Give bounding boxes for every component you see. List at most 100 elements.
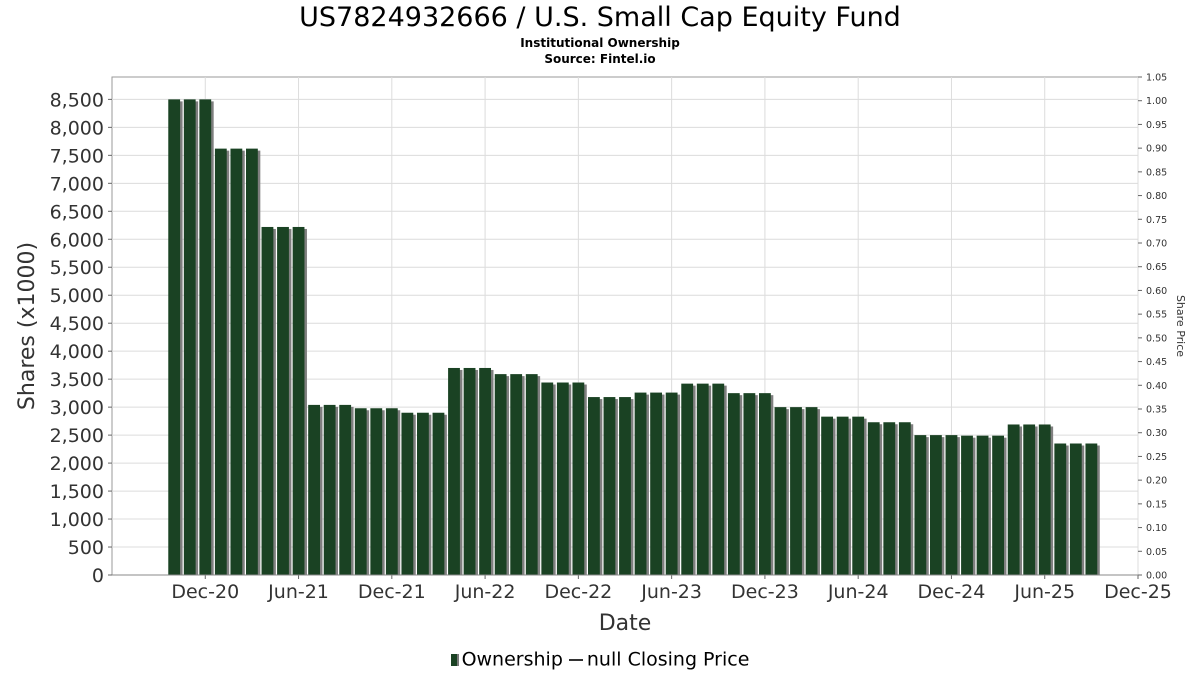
ownership-bar [945, 435, 958, 575]
x-tick-label: Jun-24 [827, 581, 889, 603]
x-tick-label: Jun-22 [454, 581, 516, 603]
y-tick-label: 8,000 [50, 117, 104, 139]
ownership-bar [339, 404, 352, 575]
ownership-bar [821, 416, 833, 575]
x-tick-label: Dec-20 [171, 581, 239, 603]
ownership-bar [246, 148, 258, 575]
ownership-bar [1023, 424, 1036, 575]
ownership-bar [696, 383, 709, 575]
y2-tick-label: 0.75 [1146, 215, 1167, 226]
ownership-bar [277, 226, 289, 576]
ownership-bar [759, 393, 771, 575]
ownership-bar [479, 367, 491, 575]
ownership-bar [199, 99, 212, 575]
x-tick-label: Dec-23 [731, 581, 799, 603]
x-axis-title: Date [599, 611, 652, 636]
ownership-bar [261, 226, 274, 576]
ownership-bar [370, 408, 383, 575]
ownership-bar [214, 148, 227, 575]
chart-subtitle: Institutional Ownership [520, 36, 680, 50]
ownership-bar [588, 397, 600, 575]
y-tick-label: 7,000 [50, 173, 104, 195]
ownership-bar [401, 412, 414, 575]
y2-tick-label: 0.00 [1146, 571, 1167, 582]
y2-tick-label: 0.35 [1146, 405, 1167, 416]
y2-tick-label: 1.05 [1146, 73, 1167, 84]
ownership-bar [914, 435, 927, 575]
x-tick-label: Jun-21 [267, 581, 329, 603]
y2-tick-label: 0.50 [1146, 333, 1167, 344]
ownership-bar [494, 374, 507, 575]
legend-price-line [568, 658, 583, 661]
y2-tick-label: 0.40 [1146, 381, 1167, 392]
ownership-bar [650, 392, 662, 575]
ownership-bar [1054, 443, 1067, 575]
ownership-bar [930, 435, 942, 575]
ownership-bar [727, 393, 740, 575]
ownership-bar [992, 435, 1004, 575]
y-tick-label: 1,000 [50, 509, 104, 531]
ownership-bar [1007, 424, 1020, 575]
ownership-bar [867, 422, 880, 575]
ownership-bar [852, 416, 865, 575]
y-tick-label: 7,500 [50, 145, 104, 167]
ownership-bar [230, 148, 243, 575]
ownership-bar [836, 416, 849, 575]
ownership-bar [883, 422, 896, 575]
y2-tick-label: 1.00 [1146, 96, 1167, 107]
ownership-bar [308, 404, 320, 575]
y2-tick-label: 0.65 [1146, 262, 1167, 273]
ownership-bar [448, 367, 460, 575]
ownership-bar [323, 404, 336, 575]
y-tick-label: 8,500 [50, 89, 104, 111]
x-tick-label: Dec-21 [358, 581, 426, 603]
ownership-bar [774, 407, 787, 575]
x-tick-label: Dec-22 [544, 581, 612, 603]
y2-tick-label: 0.95 [1146, 120, 1167, 131]
ownership-bar [1069, 443, 1082, 575]
ownership-bar [619, 397, 631, 575]
ownership-bar [1085, 443, 1098, 575]
y-tick-label: 3,000 [50, 397, 104, 419]
x-tick-label: Dec-24 [918, 581, 986, 603]
y2-tick-label: 0.20 [1146, 476, 1167, 487]
legend-ownership-swatch [450, 653, 459, 666]
y2-tick-label: 0.10 [1146, 523, 1167, 534]
legend: Ownership null Closing Price [0, 647, 1200, 672]
legend-price-label: null Closing Price [586, 648, 750, 671]
ownership-bar [572, 382, 585, 575]
ownership-bar [961, 435, 973, 575]
y-tick-label: 3,500 [50, 369, 104, 391]
y-tick-label: 4,000 [50, 341, 104, 363]
y2-tick-label: 0.15 [1146, 499, 1167, 510]
y2-tick-label: 0.05 [1146, 547, 1167, 558]
ownership-bar [790, 407, 802, 575]
ownership-bar [168, 99, 181, 575]
y2-tick-label: 0.60 [1146, 286, 1167, 297]
ownership-bar [712, 383, 725, 575]
ownership-bar [805, 407, 818, 575]
ownership-bar [510, 374, 523, 575]
ownership-bar [976, 435, 989, 575]
ownership-bar [603, 397, 616, 575]
y2-tick-label: 0.30 [1146, 428, 1167, 439]
ownership-bar [417, 412, 429, 575]
y2-tick-label: 0.90 [1146, 144, 1167, 155]
y-tick-label: 6,000 [50, 229, 104, 251]
y2-tick-label: 0.85 [1146, 167, 1167, 178]
y-axis-title: Shares (x1000) [15, 242, 40, 410]
x-tick-label: Dec-25 [1104, 581, 1172, 603]
ownership-bar [432, 412, 445, 575]
y-tick-label: 4,500 [50, 313, 104, 335]
ownership-bar [541, 382, 554, 575]
ownership-bar [463, 367, 476, 575]
x-tick-label: Jun-25 [1013, 581, 1075, 603]
ownership-bar [354, 408, 367, 575]
y2-tick-label: 0.55 [1146, 310, 1167, 321]
ownership-bar [385, 408, 398, 575]
y-tick-label: 5,000 [50, 285, 104, 307]
ownership-bar [634, 392, 647, 575]
y2-tick-label: 0.70 [1146, 239, 1167, 250]
ownership-bar [556, 382, 569, 575]
y2-axis-title: Share Price [1174, 295, 1187, 357]
